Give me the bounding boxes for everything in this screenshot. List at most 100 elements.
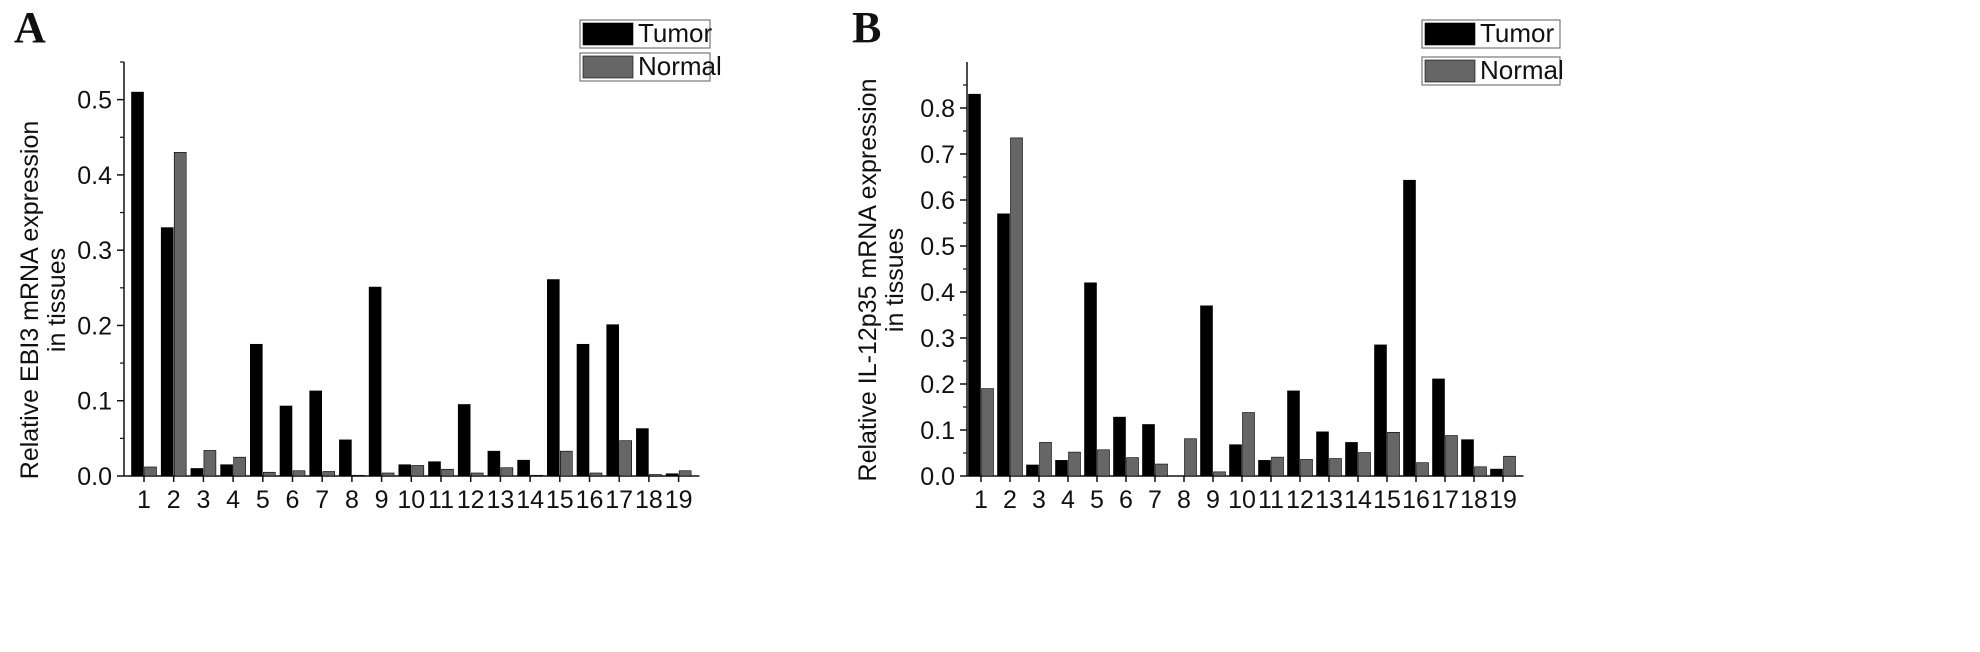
- bar-normal-15: [1387, 431, 1400, 477]
- bar-tumor-2: [997, 213, 1010, 477]
- x-tick-label: 3: [1032, 486, 1046, 514]
- bar-normal-3: [1039, 442, 1052, 477]
- x-tick-label: 6: [286, 486, 300, 514]
- bar-tumor-8: [339, 439, 352, 477]
- legend-label-normal: Normal: [1480, 55, 1564, 85]
- y-tick-label: 0.6: [920, 187, 955, 215]
- bar-tumor-18: [636, 428, 649, 477]
- x-tick-label: 15: [546, 486, 574, 514]
- bar-normal-11: [1271, 456, 1284, 477]
- y-tick-label: 0.1: [920, 417, 955, 445]
- panel-letter: B: [852, 3, 881, 52]
- bar-normal-2: [173, 152, 187, 477]
- bar-tumor-17: [606, 324, 620, 477]
- legend-label-tumor: Tumor: [638, 18, 712, 48]
- bar-normal-10: [411, 465, 425, 477]
- legend-label-tumor: Tumor: [1480, 18, 1554, 48]
- bar-tumor-13: [1316, 431, 1329, 477]
- y-tick-label: 0.3: [77, 237, 112, 265]
- bar-normal-7: [322, 471, 336, 477]
- x-tick-label: 6: [1119, 486, 1133, 514]
- bar-normal-16: [589, 472, 603, 477]
- y-tick-label: 0.0: [77, 463, 112, 491]
- x-tick-label: 5: [1090, 486, 1104, 514]
- chart-panel-b: B 0.0 0.1 0.2 0.3 0.4 0.5 0.6 0.7 0.8 Relative IL-…: [852, 3, 1564, 514]
- y-tick-label: 0.7: [920, 141, 955, 169]
- legend-swatch-normal: [1424, 59, 1476, 83]
- bar-tumor-16: [1403, 179, 1416, 477]
- x-tick-label: 7: [315, 486, 329, 514]
- bar-tumor-6: [1113, 416, 1126, 477]
- y-axis-title: Relative EBI3 mRNA expression: [16, 121, 44, 479]
- x-tick-label: 4: [226, 486, 240, 514]
- legend-label-normal: Normal: [638, 51, 722, 81]
- y-tick-label: 0.1: [77, 388, 112, 416]
- x-tick-label: 9: [1206, 486, 1220, 514]
- bar-tumor-11: [428, 461, 441, 477]
- bar-normal-2: [1010, 137, 1023, 477]
- bar-normal-9: [1213, 471, 1226, 477]
- x-tick-label: 7: [1148, 486, 1162, 514]
- bar-tumor-14: [1345, 442, 1358, 477]
- bar-normal-11: [441, 468, 454, 477]
- bar-tumor-3: [190, 468, 204, 477]
- panel-letter: A: [14, 3, 46, 52]
- bar-normal-17: [1445, 435, 1458, 477]
- bar-tumor-6: [279, 405, 293, 477]
- x-tick-label: 16: [576, 486, 604, 514]
- y-tick-label: 0.2: [77, 312, 112, 340]
- x-tick-label: 14: [1344, 486, 1372, 514]
- bar-tumor-15: [546, 279, 560, 477]
- x-tick-label: 18: [1460, 486, 1488, 514]
- y-tick-label: 0.4: [77, 162, 112, 190]
- x-tick-label: 5: [256, 486, 270, 514]
- bar-normal-16: [1416, 462, 1429, 477]
- bar-normal-8: [352, 474, 365, 477]
- bar-normal-5: [1097, 449, 1110, 477]
- bar-normal-19: [1503, 455, 1516, 477]
- x-tick-label: 18: [635, 486, 663, 514]
- x-tick-label: 11: [1258, 486, 1284, 514]
- x-tick-label: 11: [428, 486, 454, 514]
- bar-normal-18: [1474, 466, 1487, 477]
- x-tick-label: 14: [516, 486, 544, 514]
- bar-normal-6: [292, 470, 306, 477]
- y-axis-title-line2: in tissues: [881, 228, 909, 332]
- y-tick-label: 0.2: [920, 371, 955, 399]
- bar-normal-18: [649, 474, 662, 477]
- x-tick-label: 15: [1373, 486, 1401, 514]
- x-tick-label: 8: [1177, 486, 1191, 514]
- bar-normal-13: [500, 467, 514, 477]
- bar-tumor-7: [309, 390, 323, 477]
- x-tick-label: 13: [1315, 486, 1343, 514]
- x-tick-label: 17: [605, 486, 633, 514]
- bar-normal-13: [1329, 458, 1342, 477]
- x-tick-label: 16: [1402, 486, 1430, 514]
- y-axis-title-line2: in tissues: [43, 248, 71, 352]
- bar-normal-12: [470, 472, 484, 477]
- bar-normal-5: [262, 471, 276, 477]
- bar-tumor-11: [1258, 460, 1271, 477]
- bar-tumor-19: [665, 473, 679, 477]
- x-tick-label: 9: [375, 486, 389, 514]
- bar-tumor-19: [1490, 468, 1503, 477]
- chart-panel-a: A 0.0 0.1 0.2 0.3 0.4 0.5 Relative EBI3 mRNA ex…: [14, 3, 722, 514]
- bar-tumor-15: [1374, 344, 1387, 477]
- bar-normal-8: [1184, 438, 1197, 477]
- bar-normal-14: [1358, 452, 1371, 477]
- bar-tumor-17: [1432, 378, 1445, 477]
- x-tick-label: 10: [397, 486, 425, 514]
- y-tick-label: 0.4: [920, 279, 955, 307]
- x-tick-label: 8: [345, 486, 359, 514]
- x-tick-label: 17: [1431, 486, 1459, 514]
- legend-swatch-normal: [582, 55, 634, 79]
- bar-tumor-5: [250, 343, 263, 477]
- bar-tumor-1: [968, 93, 981, 477]
- bar-tumor-14: [517, 459, 530, 477]
- bar-normal-6: [1126, 457, 1139, 477]
- x-tick-label: 3: [196, 486, 210, 514]
- bar-tumor-16: [576, 343, 590, 477]
- bar-normal-1: [981, 388, 994, 477]
- bar-tumor-4: [220, 464, 233, 477]
